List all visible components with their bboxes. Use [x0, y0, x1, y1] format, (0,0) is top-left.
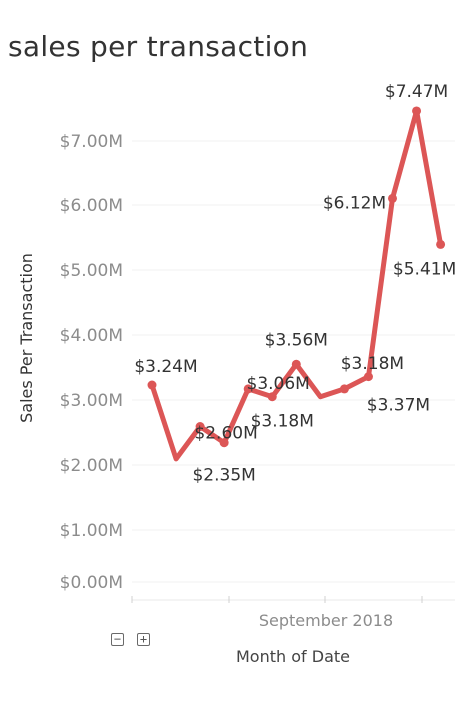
x-axis-label: Month of Date	[236, 647, 350, 666]
data-point[interactable]	[436, 239, 446, 249]
data-point[interactable]	[195, 422, 205, 432]
y-tick-label: $7.00M	[60, 132, 123, 152]
y-tick-label: $4.00M	[60, 326, 123, 346]
data-label: $6.12M	[323, 193, 386, 213]
data-labels: $3.24M $2.60M $2.35M $3.06M $3.18M $3.56M $3.1…	[134, 82, 456, 486]
data-label: $3.18M	[251, 412, 314, 432]
data-label: $5.41M	[393, 259, 456, 279]
y-tick-label: $3.00M	[60, 391, 123, 411]
zoom-out-button[interactable]: −	[111, 633, 124, 646]
x-axis: September 2018	[131, 596, 455, 630]
data-point[interactable]	[243, 384, 253, 394]
data-label: $3.06M	[247, 374, 310, 394]
data-point[interactable]	[147, 380, 157, 390]
y-tick-label: $0.00M	[60, 573, 123, 593]
y-axis-label: Sales Per Transaction	[17, 253, 36, 423]
zoom-in-button[interactable]: +	[137, 633, 150, 646]
data-point[interactable]	[412, 106, 422, 116]
data-points	[147, 106, 446, 448]
data-point[interactable]	[267, 392, 277, 402]
x-tick-label: September 2018	[259, 611, 393, 630]
data-point[interactable]	[388, 193, 397, 203]
y-tick-label: $5.00M	[60, 261, 123, 281]
y-tick-label: $2.00M	[60, 456, 123, 476]
data-label: $7.47M	[385, 82, 448, 102]
y-tick-label: $6.00M	[60, 196, 123, 216]
data-label: $3.18M	[341, 354, 404, 374]
data-label: $3.37M	[367, 396, 430, 416]
y-axis-ticks: $0.00M $1.00M $2.00M $3.00M $4.00M $5.00M $6.0…	[60, 132, 123, 593]
gridlines	[132, 140, 455, 583]
data-point[interactable]	[219, 438, 229, 448]
data-point[interactable]	[363, 372, 373, 382]
chart-title: sales per transaction	[8, 30, 309, 63]
data-label: $3.56M	[265, 330, 328, 350]
y-tick-label: $1.00M	[60, 521, 123, 541]
data-point[interactable]	[339, 384, 349, 394]
data-label: $3.24M	[134, 357, 197, 377]
data-label: $2.60M	[194, 424, 257, 444]
data-label: $2.35M	[192, 466, 255, 486]
data-point[interactable]	[291, 359, 301, 369]
